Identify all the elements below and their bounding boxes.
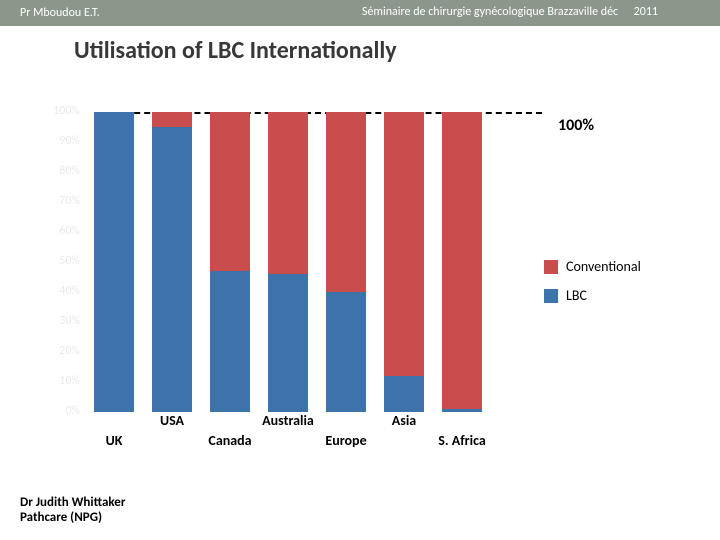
reference-label: 100%: [558, 116, 594, 135]
bar-segment-conventional: [210, 112, 250, 271]
footer: Dr Judith Whittaker Pathcare (NPG): [20, 495, 125, 526]
header-right-line1: Séminaire de chirurgie gynécologique Bra…: [362, 5, 618, 19]
footer-line2: Pathcare (NPG): [20, 510, 125, 526]
bar-segment-conventional: [384, 112, 424, 376]
bar: [442, 112, 482, 412]
bar-segment-lbc: [384, 376, 424, 412]
legend-item: LBC: [544, 287, 641, 304]
x-tick-label: Europe: [325, 432, 366, 449]
bar: [152, 112, 192, 412]
bar: [94, 112, 134, 412]
header-right-line2: 2011: [634, 6, 658, 19]
header-bar: Pr Mboudou E.T. Séminaire de chirurgie g…: [0, 0, 720, 26]
x-tick-label: Canada: [208, 432, 251, 449]
bar: [268, 112, 308, 412]
legend-swatch: [544, 289, 558, 303]
x-tick-label: USA: [160, 412, 184, 429]
y-tick-label: 80%: [36, 164, 80, 178]
bar-segment-lbc: [152, 127, 192, 412]
bar-segment-conventional: [268, 112, 308, 274]
y-tick-label: 50%: [36, 254, 80, 268]
bar-segment-conventional: [152, 112, 192, 127]
legend-label: Conventional: [566, 258, 641, 275]
x-tick-label: Australia: [262, 412, 314, 429]
slide-title: Utilisation of LBC Internationally: [74, 36, 397, 65]
legend-item: Conventional: [544, 258, 641, 275]
y-axis: 100%90%80%70%60%50%40%30%20%10%0%: [40, 112, 84, 412]
legend: Conventional LBC: [544, 258, 641, 316]
x-tick-label: S. Africa: [438, 432, 486, 449]
footer-line1: Dr Judith Whittaker: [20, 495, 125, 511]
lbc-chart: 100%90%80%70%60%50%40%30%20%10%0%: [40, 112, 500, 412]
y-tick-label: 60%: [36, 224, 80, 238]
y-tick-label: 100%: [36, 104, 80, 118]
header-left: Pr Mboudou E.T.: [0, 6, 260, 20]
header-right: Séminaire de chirurgie gynécologique Bra…: [260, 6, 720, 19]
y-tick-label: 90%: [36, 134, 80, 148]
bar-segment-lbc: [94, 112, 134, 412]
y-tick-label: 20%: [36, 344, 80, 358]
bar-segment-lbc: [210, 271, 250, 412]
y-tick-label: 0%: [36, 404, 80, 418]
bar-segment-conventional: [326, 112, 366, 292]
bar: [326, 112, 366, 412]
x-tick-label: UK: [106, 432, 123, 449]
bar: [384, 112, 424, 412]
y-tick-label: 70%: [36, 194, 80, 208]
x-tick-label: Asia: [392, 412, 416, 429]
bar-segment-lbc: [268, 274, 308, 412]
y-tick-label: 10%: [36, 374, 80, 388]
bar: [210, 112, 250, 412]
y-tick-label: 40%: [36, 284, 80, 298]
bar-segment-lbc: [326, 292, 366, 412]
legend-swatch: [544, 260, 558, 274]
y-tick-label: 30%: [36, 314, 80, 328]
plot-area: [86, 112, 500, 412]
bar-segment-conventional: [442, 112, 482, 409]
legend-label: LBC: [566, 287, 587, 304]
bar-segment-lbc: [442, 409, 482, 412]
